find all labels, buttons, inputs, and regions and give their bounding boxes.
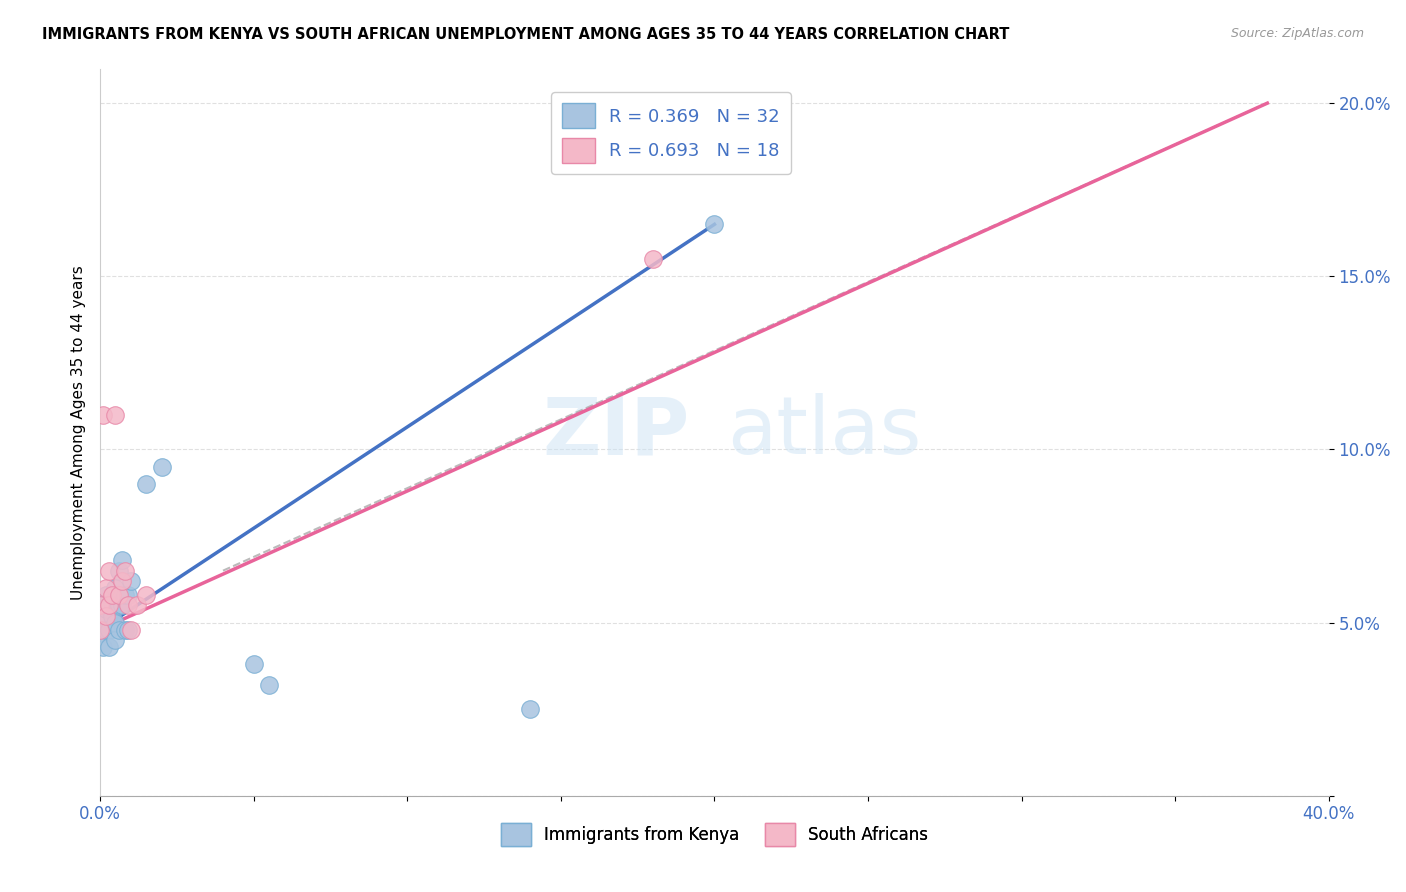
Point bbox=[519, 702, 541, 716]
Point bbox=[120, 574, 142, 588]
Point bbox=[114, 623, 136, 637]
Point bbox=[96, 581, 118, 595]
Legend: Immigrants from Kenya, South Africans: Immigrants from Kenya, South Africans bbox=[495, 816, 935, 853]
Text: IMMIGRANTS FROM KENYA VS SOUTH AFRICAN UNEMPLOYMENT AMONG AGES 35 TO 44 YEARS CO: IMMIGRANTS FROM KENYA VS SOUTH AFRICAN U… bbox=[42, 27, 1010, 42]
Point bbox=[98, 640, 121, 654]
Point bbox=[96, 623, 118, 637]
Point bbox=[104, 408, 127, 422]
Point bbox=[111, 599, 134, 613]
Point bbox=[107, 623, 129, 637]
Point bbox=[96, 588, 118, 602]
Point bbox=[641, 252, 664, 266]
Point bbox=[91, 408, 114, 422]
Point bbox=[101, 608, 124, 623]
Point bbox=[107, 599, 129, 613]
Point bbox=[150, 459, 173, 474]
Point bbox=[101, 595, 124, 609]
Point bbox=[117, 599, 139, 613]
Point bbox=[703, 218, 725, 232]
Point bbox=[107, 588, 129, 602]
Text: ZIP: ZIP bbox=[543, 393, 690, 471]
Point bbox=[111, 553, 134, 567]
Point bbox=[98, 599, 121, 613]
Point bbox=[89, 623, 111, 637]
Point bbox=[98, 623, 121, 637]
Point bbox=[120, 623, 142, 637]
Point bbox=[89, 623, 111, 637]
Point bbox=[89, 599, 111, 613]
Point bbox=[101, 588, 124, 602]
Point bbox=[89, 599, 111, 613]
Point bbox=[114, 564, 136, 578]
Point bbox=[104, 632, 127, 647]
Point bbox=[96, 601, 118, 615]
Point bbox=[107, 564, 129, 578]
Point bbox=[125, 599, 148, 613]
Point bbox=[135, 477, 157, 491]
Point bbox=[257, 678, 280, 692]
Point bbox=[98, 599, 121, 613]
Point bbox=[91, 640, 114, 654]
Y-axis label: Unemployment Among Ages 35 to 44 years: Unemployment Among Ages 35 to 44 years bbox=[72, 265, 86, 599]
Point bbox=[765, 130, 787, 145]
Point bbox=[111, 574, 134, 588]
Point bbox=[91, 608, 114, 623]
Point bbox=[135, 588, 157, 602]
Point bbox=[96, 608, 118, 623]
Point bbox=[91, 626, 114, 640]
Point bbox=[242, 657, 264, 672]
Point bbox=[114, 588, 136, 602]
Text: atlas: atlas bbox=[727, 393, 921, 471]
Text: Source: ZipAtlas.com: Source: ZipAtlas.com bbox=[1230, 27, 1364, 40]
Point bbox=[104, 581, 127, 595]
Point bbox=[117, 623, 139, 637]
Point bbox=[98, 564, 121, 578]
Point bbox=[117, 588, 139, 602]
Point bbox=[104, 615, 127, 630]
